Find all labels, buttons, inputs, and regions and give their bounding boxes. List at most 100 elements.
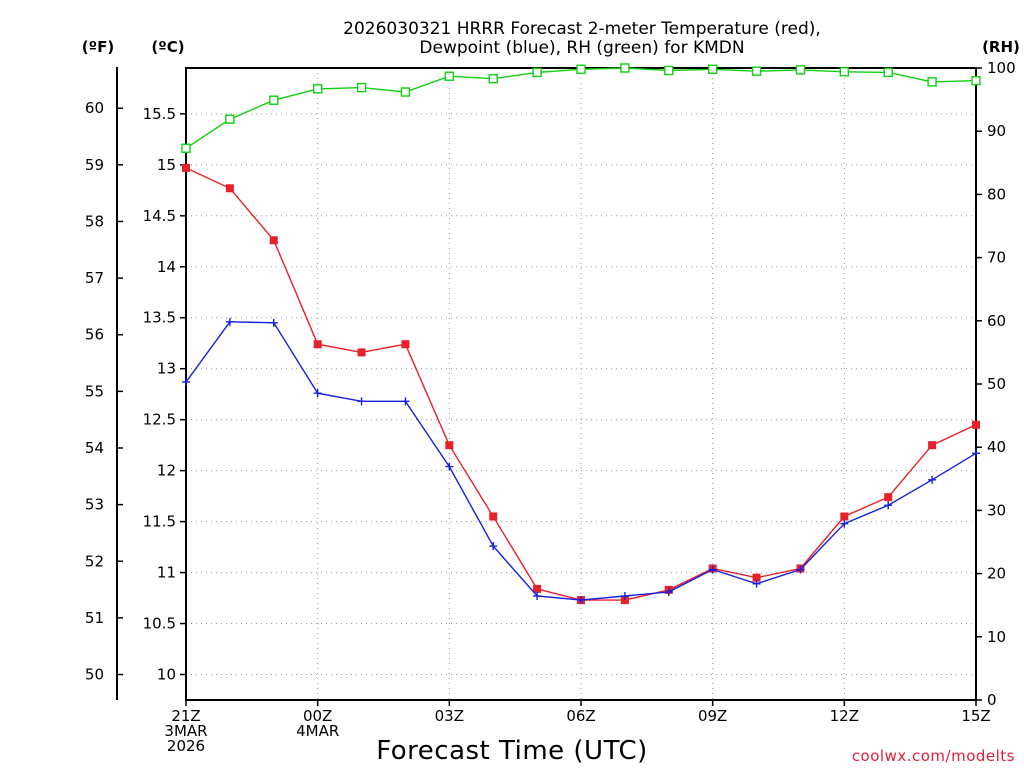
celsius-tick-label: 10.5 xyxy=(143,615,176,633)
axes: 10 10.5 11 11.5 12 12.5 13 13.5 14 14.5 15 15.5 50 51… xyxy=(85,59,1016,755)
rh-point xyxy=(751,66,762,76)
temperature-point xyxy=(225,184,234,193)
x-tick-label: 3MAR xyxy=(164,722,207,740)
chart-title-line: Dewpoint (blue), RH (green) for KMDN xyxy=(419,38,744,58)
dewpoint-point xyxy=(533,592,542,601)
celsius-tick-label: 14 xyxy=(157,258,176,276)
x-tick-label: 21Z xyxy=(171,707,200,725)
temperature-point xyxy=(313,340,322,349)
celsius-tick-label: 14.5 xyxy=(143,207,176,225)
fahrenheit-tick-label: 55 xyxy=(85,382,104,400)
temperature-point xyxy=(269,236,278,245)
rh-point xyxy=(707,64,718,74)
fahrenheit-tick-label: 50 xyxy=(85,666,104,684)
x-tick-label: 4MAR xyxy=(296,722,339,740)
rh-point xyxy=(400,87,411,97)
rh-point xyxy=(312,84,323,94)
fahrenheit-tick-label: 51 xyxy=(85,609,104,627)
dewpoint-point xyxy=(357,397,366,406)
rh-tick-label: 90 xyxy=(987,122,1006,140)
dewpoint-point xyxy=(840,519,849,528)
rh-point xyxy=(664,65,674,76)
rh-point xyxy=(356,82,367,93)
rh-tick-label: 0 xyxy=(987,691,997,709)
rh-unit-label: (RH) xyxy=(982,38,1020,56)
fahrenheit-tick-label: 59 xyxy=(85,156,104,174)
rh-tick-label: 100 xyxy=(987,59,1016,77)
dewpoint-point xyxy=(928,475,937,484)
temperature-point xyxy=(357,348,366,357)
celsius-unit-label: (ºC) xyxy=(151,38,184,56)
temperature-point xyxy=(445,441,454,450)
rh-tick-label: 30 xyxy=(987,501,1006,519)
rh-point xyxy=(839,67,850,77)
rh-point xyxy=(620,63,630,73)
celsius-tick-label: 10 xyxy=(157,666,176,684)
fahrenheit-tick-label: 60 xyxy=(85,99,104,117)
celsius-tick-label: 11.5 xyxy=(143,513,176,531)
rh-tick-label: 60 xyxy=(987,312,1006,330)
rh-point xyxy=(532,67,542,78)
dewpoint-point xyxy=(577,596,585,605)
fahrenheit-tick-label: 53 xyxy=(85,496,104,514)
celsius-tick-label: 15.5 xyxy=(143,105,176,123)
fahrenheit-tick-label: 54 xyxy=(85,439,104,457)
data-series xyxy=(181,63,981,605)
celsius-tick-label: 12 xyxy=(157,462,176,480)
dewpoint-point xyxy=(445,462,454,471)
temperature-point xyxy=(620,596,629,605)
rh-tick-label: 40 xyxy=(987,438,1006,456)
rh-tick-label: 70 xyxy=(987,249,1006,267)
chart-title-line: 2026030321 HRRR Forecast 2-meter Tempera… xyxy=(343,19,821,39)
dewpoint-point xyxy=(313,389,322,398)
celsius-tick-label: 13 xyxy=(157,360,176,378)
fahrenheit-tick-label: 52 xyxy=(85,552,104,570)
x-tick-label: 03Z xyxy=(435,707,464,725)
dewpoint-point xyxy=(664,587,673,596)
x-tick-label: 00Z xyxy=(303,707,332,725)
dewpoint-point xyxy=(752,579,761,588)
dewpoint-point xyxy=(972,449,980,458)
celsius-tick-label: 15 xyxy=(157,156,176,174)
rh-point xyxy=(795,65,806,75)
dewpoint-point xyxy=(225,317,234,326)
dewpoint-point xyxy=(182,377,190,386)
temperature-point xyxy=(884,493,893,502)
rh-point xyxy=(576,64,586,74)
temperature-point xyxy=(752,573,761,582)
dewpoint-point xyxy=(708,565,717,574)
chart-title: 2026030321 HRRR Forecast 2-meter Tempera… xyxy=(343,19,821,58)
dewpoint-point xyxy=(884,501,893,510)
dewpoint-point xyxy=(401,397,410,406)
temperature-point xyxy=(972,420,980,429)
temperature-point xyxy=(182,163,190,172)
dewpoint-point xyxy=(620,592,629,601)
temperature-point xyxy=(533,584,542,593)
fahrenheit-unit-label: (ºF) xyxy=(82,38,114,56)
rh-point xyxy=(927,77,937,87)
x-tick-label: 09Z xyxy=(698,707,727,725)
rh-tick-label: 80 xyxy=(987,185,1006,203)
celsius-tick-label: 12.5 xyxy=(143,411,176,429)
dewpoint-point xyxy=(269,318,278,327)
rh-point xyxy=(883,67,893,78)
rh-point xyxy=(269,95,279,105)
x-tick-label: 06Z xyxy=(566,707,595,725)
temperature-point xyxy=(401,340,410,349)
rh-tick-label: 10 xyxy=(987,628,1006,646)
rh-point xyxy=(488,74,498,84)
temperature-point xyxy=(928,441,937,450)
dewpoint-point xyxy=(489,542,498,551)
credit-link[interactable]: coolwx.com/modelts xyxy=(852,747,1015,765)
dewpoint-point xyxy=(796,565,805,574)
temperature-point xyxy=(840,512,849,521)
rh-point xyxy=(971,75,981,86)
temperature-point xyxy=(489,512,498,521)
celsius-tick-label: 13.5 xyxy=(143,309,176,327)
x-tick-label: 15Z xyxy=(961,707,990,725)
gridlines xyxy=(186,68,976,700)
rh-point xyxy=(181,143,191,153)
fahrenheit-tick-label: 58 xyxy=(85,212,104,230)
rh-tick-label: 20 xyxy=(987,565,1006,583)
